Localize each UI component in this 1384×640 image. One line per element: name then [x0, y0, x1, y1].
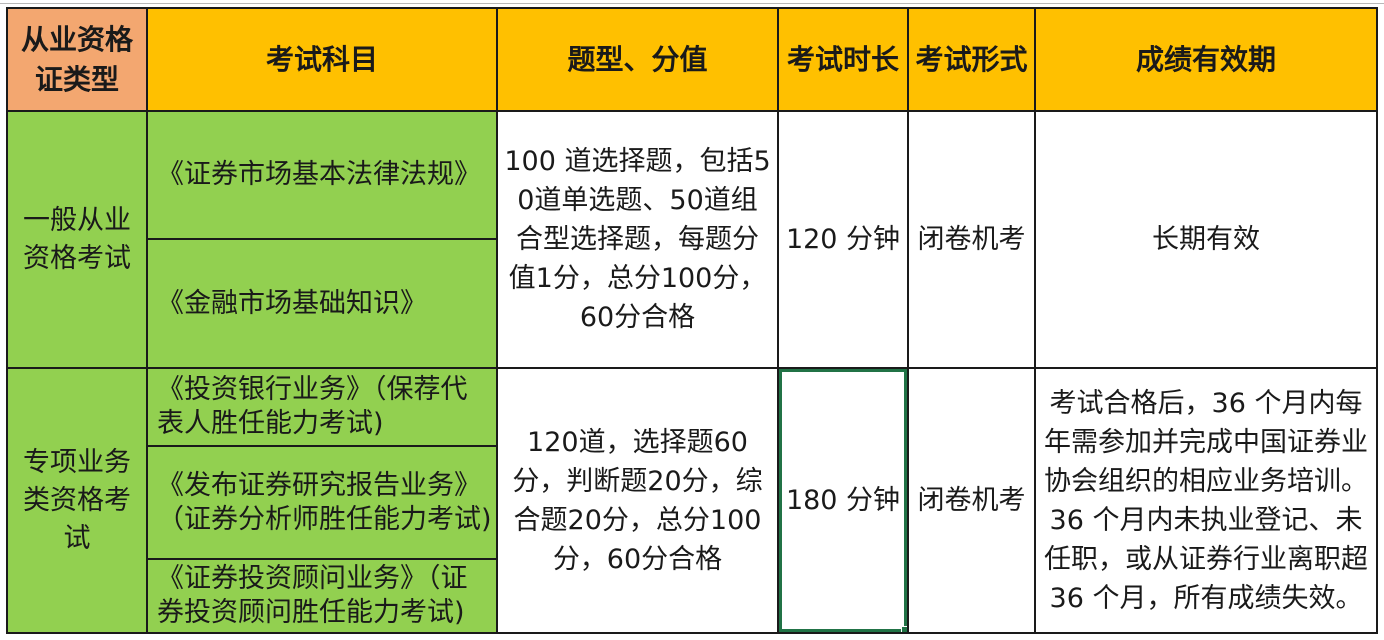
selected-cell-value: 180 分钟 [785, 485, 901, 516]
cell-special-validity[interactable]: 考试合格后，36 个月内每年需参加并完成中国证券业协会组织的相应业务培训。36 … [1034, 367, 1378, 634]
cell-special-duration-selected[interactable]: 180 分钟 [777, 367, 909, 634]
header-cell-duration[interactable]: 考试时长 [777, 7, 909, 112]
table-row: 专项业务类资格考试 《投资银行业务》（保荐代表人胜任能力考试) 120道，选择题… [6, 367, 1378, 634]
exam-info-table: 从业资格证类型 考试科目 题型、分值 考试时长 考试形式 成绩有效期 一般从业资… [6, 7, 1378, 634]
table-row: 一般从业资格考试 《证券市场基本法律法规》 100 道选择题，包括50道单选题、… [6, 110, 1378, 369]
cell-subject-research-report[interactable]: 《发布证券研究报告业务》（证券分析师胜任能力考试) [146, 445, 498, 560]
cell-subject-investment-banking[interactable]: 《投资银行业务》（保荐代表人胜任能力考试) [146, 367, 498, 447]
cell-subject-securities-law[interactable]: 《证券市场基本法律法规》 [146, 110, 498, 240]
table-row: 《发布证券研究报告业务》（证券分析师胜任能力考试) [7, 445, 1377, 560]
cell-special-question-format[interactable]: 120道，选择题60分，判断题20分，综合题20分，总分100分，60分合格 [496, 367, 779, 634]
table-row: 《金融市场基础知识》 [7, 238, 1377, 369]
cell-general-exam-mode[interactable]: 闭卷机考 [907, 110, 1036, 369]
cell-general-validity[interactable]: 长期有效 [1034, 110, 1378, 369]
header-cell-license-type[interactable]: 从业资格证类型 [6, 7, 148, 112]
header-cell-subjects[interactable]: 考试科目 [146, 7, 498, 112]
cell-subject-investment-advisor[interactable]: 《证券投资顾问业务》（证券投资顾问胜任能力考试) [146, 558, 498, 634]
cell-general-exam-type[interactable]: 一般从业资格考试 [6, 110, 148, 369]
header-cell-validity[interactable]: 成绩有效期 [1034, 7, 1378, 112]
cell-special-exam-type[interactable]: 专项业务类资格考试 [6, 367, 148, 634]
cell-special-exam-mode[interactable]: 闭卷机考 [907, 367, 1036, 634]
cell-general-duration[interactable]: 120 分钟 [777, 110, 909, 369]
header-row: 从业资格证类型 考试科目 题型、分值 考试时长 考试形式 成绩有效期 [6, 7, 1378, 112]
cell-general-question-format[interactable]: 100 道选择题，包括50道单选题、50道组合型选择题，每题分值1分，总分100… [496, 110, 779, 369]
cell-subject-financial-market[interactable]: 《金融市场基础知识》 [146, 238, 498, 369]
table-row: 《证券投资顾问业务》（证券投资顾问胜任能力考试) [7, 558, 1377, 634]
spreadsheet-gridline [0, 3, 1384, 4]
header-cell-exam-mode[interactable]: 考试形式 [907, 7, 1036, 112]
header-cell-question-type[interactable]: 题型、分值 [496, 7, 779, 112]
fill-handle[interactable] [901, 626, 906, 631]
